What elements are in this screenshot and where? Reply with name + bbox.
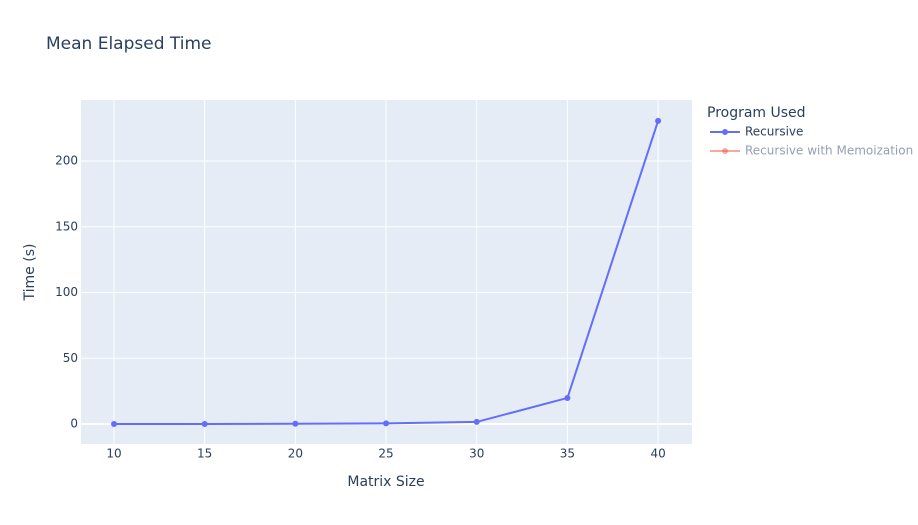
point (292, 420, 299, 427)
x-tick-label: 10 (106, 447, 121, 461)
point (655, 117, 662, 124)
x-tick-label: 30 (469, 447, 484, 461)
x-axis-title: Matrix Size (347, 474, 424, 490)
point (111, 420, 118, 427)
y-axis-title: Time (s) (22, 244, 38, 302)
y-tick-label: 50 (63, 351, 78, 365)
point (201, 420, 208, 427)
x-tick-label: 20 (288, 447, 303, 461)
point (564, 394, 571, 401)
legend-marker[interactable] (722, 148, 728, 154)
point (383, 420, 390, 427)
legend-label[interactable]: Recursive with Memoization (745, 144, 913, 158)
legend-title: Program Used (707, 105, 806, 121)
x-tick-label: 25 (378, 447, 393, 461)
point (473, 418, 480, 425)
y-tick-label: 0 (70, 417, 78, 431)
x-tick-label: 35 (560, 447, 575, 461)
y-tick-label: 100 (55, 285, 78, 299)
legend-marker[interactable] (722, 129, 728, 135)
legend-label[interactable]: Recursive (745, 125, 803, 139)
chart-title: Mean Elapsed Time (46, 34, 212, 54)
x-tick-label: 40 (650, 447, 665, 461)
x-tick-label: 15 (197, 447, 212, 461)
y-tick-label: 200 (55, 154, 78, 168)
y-tick-label: 150 (55, 219, 78, 233)
